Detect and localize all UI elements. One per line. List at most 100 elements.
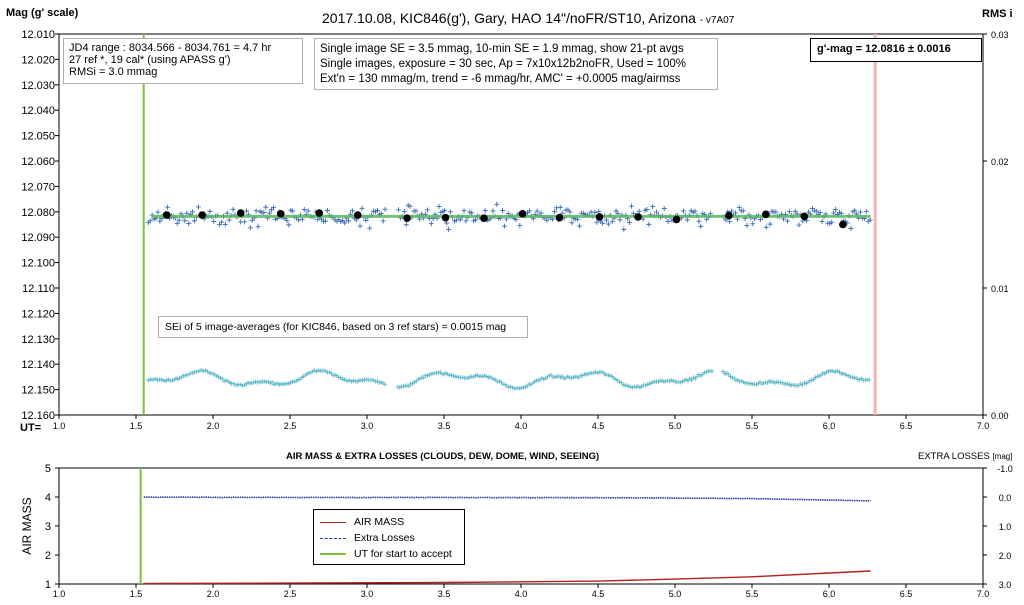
single-image-point [613, 208, 619, 214]
single-image-point [157, 218, 163, 224]
single-image-point [218, 219, 224, 225]
single-image-point [646, 221, 652, 227]
single-image-point [211, 219, 217, 225]
avg-point [276, 210, 285, 218]
single-image-point [817, 209, 823, 215]
avg-point [595, 213, 604, 221]
single-image-point [461, 208, 467, 214]
single-image-point [247, 225, 253, 231]
single-image-point [174, 220, 180, 226]
rms-point [720, 369, 726, 374]
legend-item-losses: Extra Losses [320, 530, 458, 546]
top-xtick-label: 2.0 [207, 421, 220, 431]
rms-point [866, 377, 872, 383]
legend-label-losses: Extra Losses [354, 532, 415, 544]
single-image-point [222, 221, 228, 227]
single-image-point [367, 225, 373, 231]
single-image-point [680, 208, 686, 214]
single-image-point [732, 210, 738, 216]
top-xtick-label: 1.5 [130, 421, 143, 431]
single-image-point [813, 208, 819, 214]
top-ytick-label: 12.160 [21, 410, 55, 422]
single-image-point [324, 208, 330, 214]
avg-point [839, 220, 847, 229]
single-image-point [413, 208, 419, 214]
jd-info-line-1: JD4 range : 8034.566 - 8034.761 = 4.7 hr [69, 42, 272, 54]
single-image-point [796, 222, 802, 228]
single-image-point [767, 221, 773, 227]
bottom-chart-ylabel-right-unit: [mag] [992, 452, 1013, 461]
single-image-point [500, 208, 506, 214]
avg-point [762, 210, 770, 219]
single-image-point [848, 226, 854, 232]
single-image-point [867, 217, 873, 223]
single-image-point [829, 219, 835, 225]
single-image-point [322, 218, 328, 224]
single-image-point [650, 204, 656, 210]
bottom-ytick-label: 2 [45, 550, 51, 562]
top-chart-ut-label: UT= [20, 422, 42, 434]
legend-item-start: UT for start to accept [320, 546, 458, 562]
single-image-point [534, 208, 540, 214]
single-image-point [577, 223, 583, 229]
single-image-point [744, 223, 750, 229]
single-image-point [230, 206, 236, 212]
bottom-xtick-label: 4.0 [515, 589, 528, 599]
bottom-yright-tick-label: 0.0 [999, 493, 1012, 503]
single-image-point [463, 218, 469, 224]
single-image-point [538, 210, 544, 216]
rms-point [421, 375, 426, 380]
bottom-yright-tick-label: 3.0 [999, 580, 1012, 590]
single-image-point [819, 219, 825, 225]
single-image-point [696, 218, 702, 224]
bottom-xtick-label: 1.5 [130, 589, 143, 599]
single-image-point [736, 204, 742, 210]
single-image-point [448, 209, 454, 215]
bottom-xtick-label: 2.5 [284, 589, 297, 599]
rms-point [689, 377, 694, 383]
avg-point [403, 214, 411, 222]
single-image-point [858, 209, 864, 215]
airmass-line [143, 570, 871, 585]
single-image-point [698, 223, 704, 229]
avg-point [163, 211, 171, 219]
exposure-info-line-2: Single images, exposure = 30 sec, Ap = 7… [320, 58, 686, 70]
single-image-point [401, 209, 407, 215]
single-image-point [592, 210, 598, 216]
single-image-point [147, 218, 153, 224]
legend-swatch-airmass [320, 521, 346, 523]
single-image-point [644, 206, 650, 212]
avg-point [353, 211, 362, 219]
top-xtick-label: 1.0 [53, 421, 66, 431]
single-image-point [261, 210, 267, 216]
single-image-point [740, 208, 746, 214]
single-image-point [567, 209, 573, 215]
bottom-legend: AIR MASS Extra Losses UT for start to ac… [313, 509, 465, 565]
single-image-point [155, 209, 161, 215]
single-image-point [513, 217, 519, 223]
bottom-yright-tick-label: 1.0 [999, 522, 1012, 532]
single-image-point [243, 208, 249, 214]
single-image-point [453, 217, 459, 223]
avg-point [672, 215, 681, 224]
single-image-point [594, 219, 600, 225]
top-yright-tick-label: 0.03 [991, 30, 1009, 40]
bottom-chart-title: AIR MASS & EXTRA LOSSES (CLOUDS, DEW, DO… [286, 451, 600, 462]
top-xtick-label: 6.0 [823, 421, 836, 431]
single-image-point [301, 207, 307, 213]
top-ytick-label: 12.100 [21, 258, 55, 270]
single-image-point [428, 221, 434, 227]
bottom-ytick-label: 4 [45, 492, 51, 504]
single-image-point [424, 207, 430, 213]
single-image-point [628, 203, 634, 209]
mag-result-text: g'-mag = 12.0816 ± 0.0016 [817, 43, 951, 55]
single-image-point [446, 226, 452, 232]
top-yright-tick-label: 0.01 [991, 284, 1009, 294]
top-xtick-label: 3.5 [438, 421, 451, 431]
single-image-point [190, 209, 196, 215]
top-ytick-label: 12.090 [21, 232, 55, 244]
single-image-point [305, 208, 311, 214]
single-image-point [833, 206, 839, 212]
top-ytick-label: 12.020 [21, 54, 55, 66]
